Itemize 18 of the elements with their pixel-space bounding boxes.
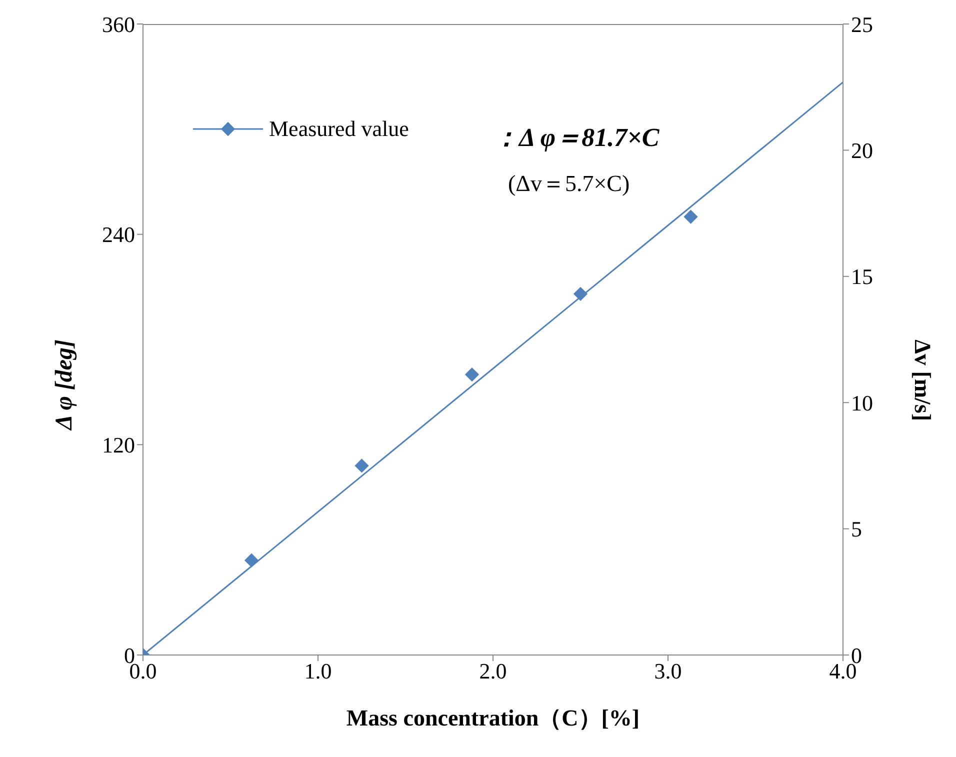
y-tick-label: 360 [102,12,135,37]
y-axis-title: Δ φ [deg] [52,340,78,431]
y2-tick-label: 10 [851,390,873,416]
x-tick-label: 3.0 [654,658,682,684]
y2-tick-label: 5 [851,516,862,542]
legend-label: Measured value [269,116,409,142]
annotation: ：Δ φ＝81.7×C [493,122,660,154]
x-tick-label: 1.0 [304,658,332,684]
annotation: (Δv＝5.7×C) [508,170,630,198]
y2-axis-title: Δv [m/s] [910,340,935,421]
x-tick-label: 2.0 [479,658,507,684]
x-axis-title: Mass concentration（C）[%] [346,705,640,730]
point [573,286,588,301]
y-tick-label: 120 [102,432,135,458]
y2-tick-label: 20 [851,138,873,164]
y2-tick-label: 25 [851,12,873,37]
y-tick-label: 240 [102,222,135,248]
y2-tick-label: 15 [851,264,873,290]
